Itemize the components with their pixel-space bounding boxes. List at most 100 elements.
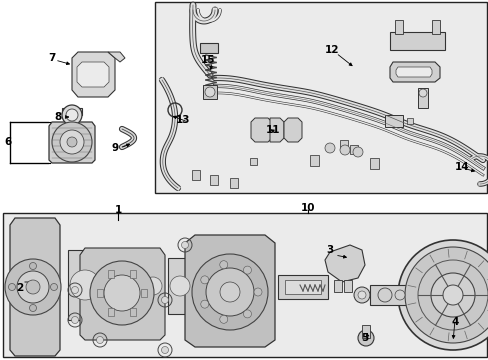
Circle shape	[67, 137, 77, 147]
Circle shape	[29, 262, 37, 270]
Bar	[108, 270, 114, 278]
Bar	[97, 289, 103, 297]
Bar	[339, 140, 347, 149]
Text: 15: 15	[201, 55, 215, 65]
Polygon shape	[80, 248, 164, 340]
Circle shape	[253, 288, 262, 296]
Bar	[406, 118, 412, 124]
Circle shape	[161, 297, 168, 303]
Circle shape	[397, 240, 488, 350]
Circle shape	[17, 271, 49, 303]
Text: 6: 6	[4, 137, 12, 147]
Circle shape	[70, 270, 100, 300]
Bar	[417, 88, 427, 108]
Circle shape	[243, 310, 251, 318]
Bar	[192, 170, 200, 180]
Circle shape	[62, 105, 82, 125]
Bar	[369, 285, 444, 305]
Circle shape	[192, 254, 267, 330]
Bar	[333, 280, 341, 292]
Polygon shape	[72, 52, 115, 97]
Text: 1: 1	[114, 205, 122, 215]
Circle shape	[71, 316, 79, 324]
Text: 2: 2	[16, 283, 23, 293]
Bar	[203, 85, 217, 99]
Bar	[285, 280, 320, 294]
Circle shape	[219, 315, 227, 323]
Bar	[384, 115, 402, 127]
Bar	[168, 258, 193, 314]
Circle shape	[5, 259, 61, 315]
Circle shape	[418, 89, 426, 97]
Bar	[209, 175, 218, 185]
Bar	[343, 280, 351, 292]
Circle shape	[143, 277, 162, 295]
Bar	[155, 2, 486, 193]
Circle shape	[377, 288, 391, 302]
Circle shape	[339, 145, 349, 155]
Circle shape	[96, 337, 103, 343]
Bar	[361, 325, 369, 338]
Circle shape	[8, 284, 16, 291]
Circle shape	[71, 287, 79, 293]
Circle shape	[357, 291, 365, 299]
Bar	[142, 255, 163, 317]
Polygon shape	[10, 218, 60, 356]
Bar	[229, 178, 238, 188]
Bar	[141, 289, 147, 297]
Circle shape	[66, 109, 78, 121]
Circle shape	[52, 122, 92, 162]
Bar	[200, 43, 218, 53]
Bar	[389, 32, 444, 50]
Bar	[349, 145, 357, 154]
Polygon shape	[395, 67, 431, 77]
Circle shape	[26, 280, 40, 294]
Circle shape	[205, 268, 253, 316]
Polygon shape	[108, 52, 125, 62]
Circle shape	[430, 273, 474, 317]
Bar	[108, 252, 138, 320]
Bar	[130, 270, 136, 278]
Circle shape	[29, 305, 37, 311]
Polygon shape	[325, 245, 364, 282]
Text: 11: 11	[265, 125, 280, 135]
Text: 14: 14	[454, 162, 468, 172]
Circle shape	[161, 346, 168, 354]
Polygon shape	[184, 235, 274, 347]
Polygon shape	[250, 118, 271, 142]
Circle shape	[110, 273, 136, 299]
Bar	[62, 108, 82, 115]
Circle shape	[170, 276, 190, 296]
Circle shape	[357, 330, 373, 346]
Bar	[394, 20, 402, 34]
Text: 13: 13	[175, 115, 190, 125]
Polygon shape	[284, 118, 302, 142]
Circle shape	[353, 287, 369, 303]
Circle shape	[243, 266, 251, 274]
Text: 12: 12	[324, 45, 339, 55]
Polygon shape	[269, 118, 284, 142]
Bar	[108, 308, 114, 316]
Circle shape	[325, 143, 334, 153]
Circle shape	[104, 275, 140, 311]
Polygon shape	[389, 62, 439, 82]
Circle shape	[220, 282, 240, 302]
Text: 3: 3	[325, 245, 333, 255]
Bar	[130, 308, 136, 316]
Circle shape	[404, 247, 488, 343]
Text: 4: 4	[450, 317, 458, 327]
Bar	[309, 155, 318, 166]
Text: 5: 5	[361, 333, 368, 343]
Bar	[249, 158, 257, 165]
Circle shape	[219, 261, 227, 269]
Circle shape	[442, 285, 462, 305]
Text: 9: 9	[111, 143, 118, 153]
Circle shape	[90, 261, 154, 325]
Circle shape	[50, 284, 58, 291]
Circle shape	[201, 300, 208, 308]
Bar	[369, 158, 378, 169]
Circle shape	[60, 130, 84, 154]
Polygon shape	[77, 62, 109, 87]
Polygon shape	[49, 122, 95, 163]
Text: 8: 8	[54, 112, 61, 122]
